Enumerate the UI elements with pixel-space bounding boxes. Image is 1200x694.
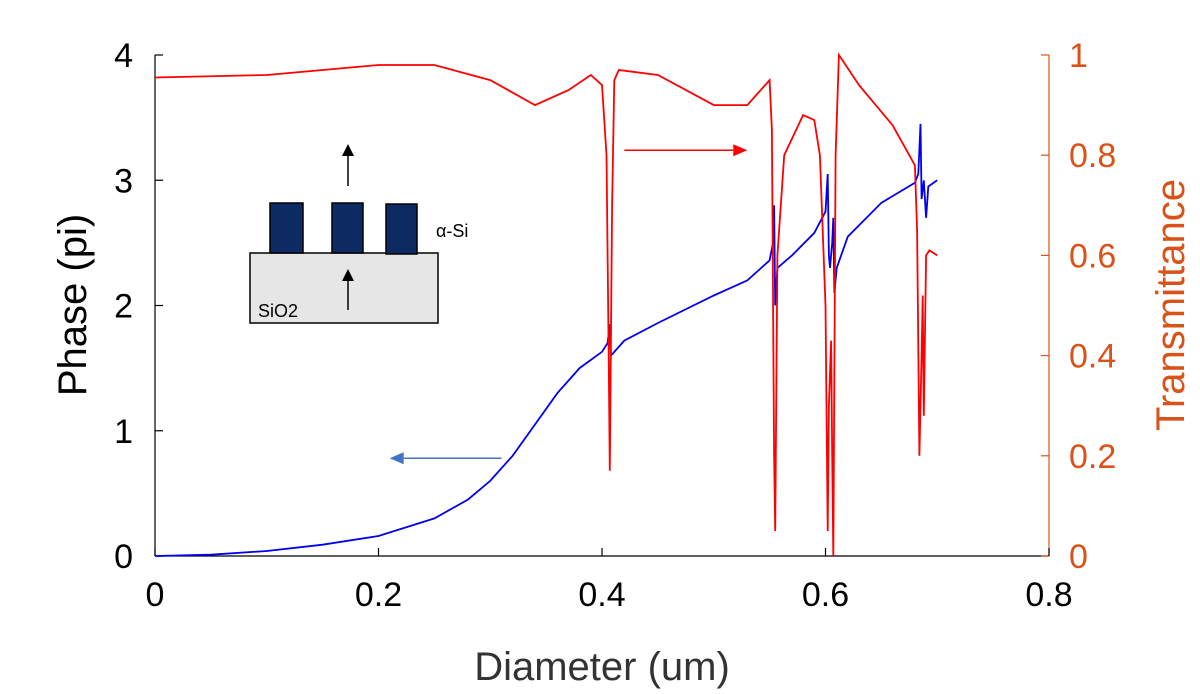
x-axis-title: Diameter (um)	[474, 645, 730, 689]
phase-series-line	[154, 123, 938, 557]
arrow-head	[389, 452, 404, 465]
left-tick-label: 3	[114, 162, 133, 200]
left-tick-label: 1	[114, 413, 133, 451]
right-tick-label: 0	[1069, 538, 1088, 576]
bottom-tick-label: 0.6	[802, 576, 849, 614]
inset-label-top-material: α-Si	[436, 221, 468, 241]
transmittance-series-line	[154, 52, 938, 557]
pillar-2	[331, 202, 364, 254]
bottom-tick-group: 0 0.2 0.4 0.6 0.8	[146, 548, 1073, 614]
right-tick-label: 0.8	[1069, 137, 1116, 175]
inset-label-substrate: SiO2	[258, 301, 298, 321]
bottom-tick-label: 0.8	[1025, 576, 1072, 614]
left-tick-group: 0 1 2 3 4	[114, 37, 163, 576]
right-tick-label: 0.2	[1069, 438, 1116, 476]
right-tick-label: 0.4	[1069, 338, 1116, 376]
substrate-block	[249, 252, 439, 324]
bottom-tick-label: 0.4	[578, 576, 625, 614]
left-tick-label: 0	[114, 538, 133, 576]
pillar-3	[385, 203, 418, 255]
phase-axis-arrow	[389, 452, 502, 465]
metasurface-inset: α-Si SiO2	[249, 144, 468, 324]
right-tick-group: 0 0.2 0.4 0.6 0.8 1	[1041, 37, 1116, 576]
y2-axis-title: Transmittance	[1149, 179, 1193, 431]
bottom-tick-label: 0.2	[355, 576, 402, 614]
right-tick-label: 0.6	[1069, 237, 1116, 275]
left-tick-label: 2	[114, 288, 133, 326]
bottom-tick-label: 0	[146, 576, 165, 614]
right-tick-label: 1	[1069, 37, 1088, 75]
transmittance-axis-arrow	[624, 144, 748, 157]
arrow-head	[733, 144, 748, 157]
pillar-1	[269, 202, 304, 254]
y-axis-title: Phase (pi)	[51, 214, 95, 396]
left-tick-label: 4	[114, 37, 133, 75]
